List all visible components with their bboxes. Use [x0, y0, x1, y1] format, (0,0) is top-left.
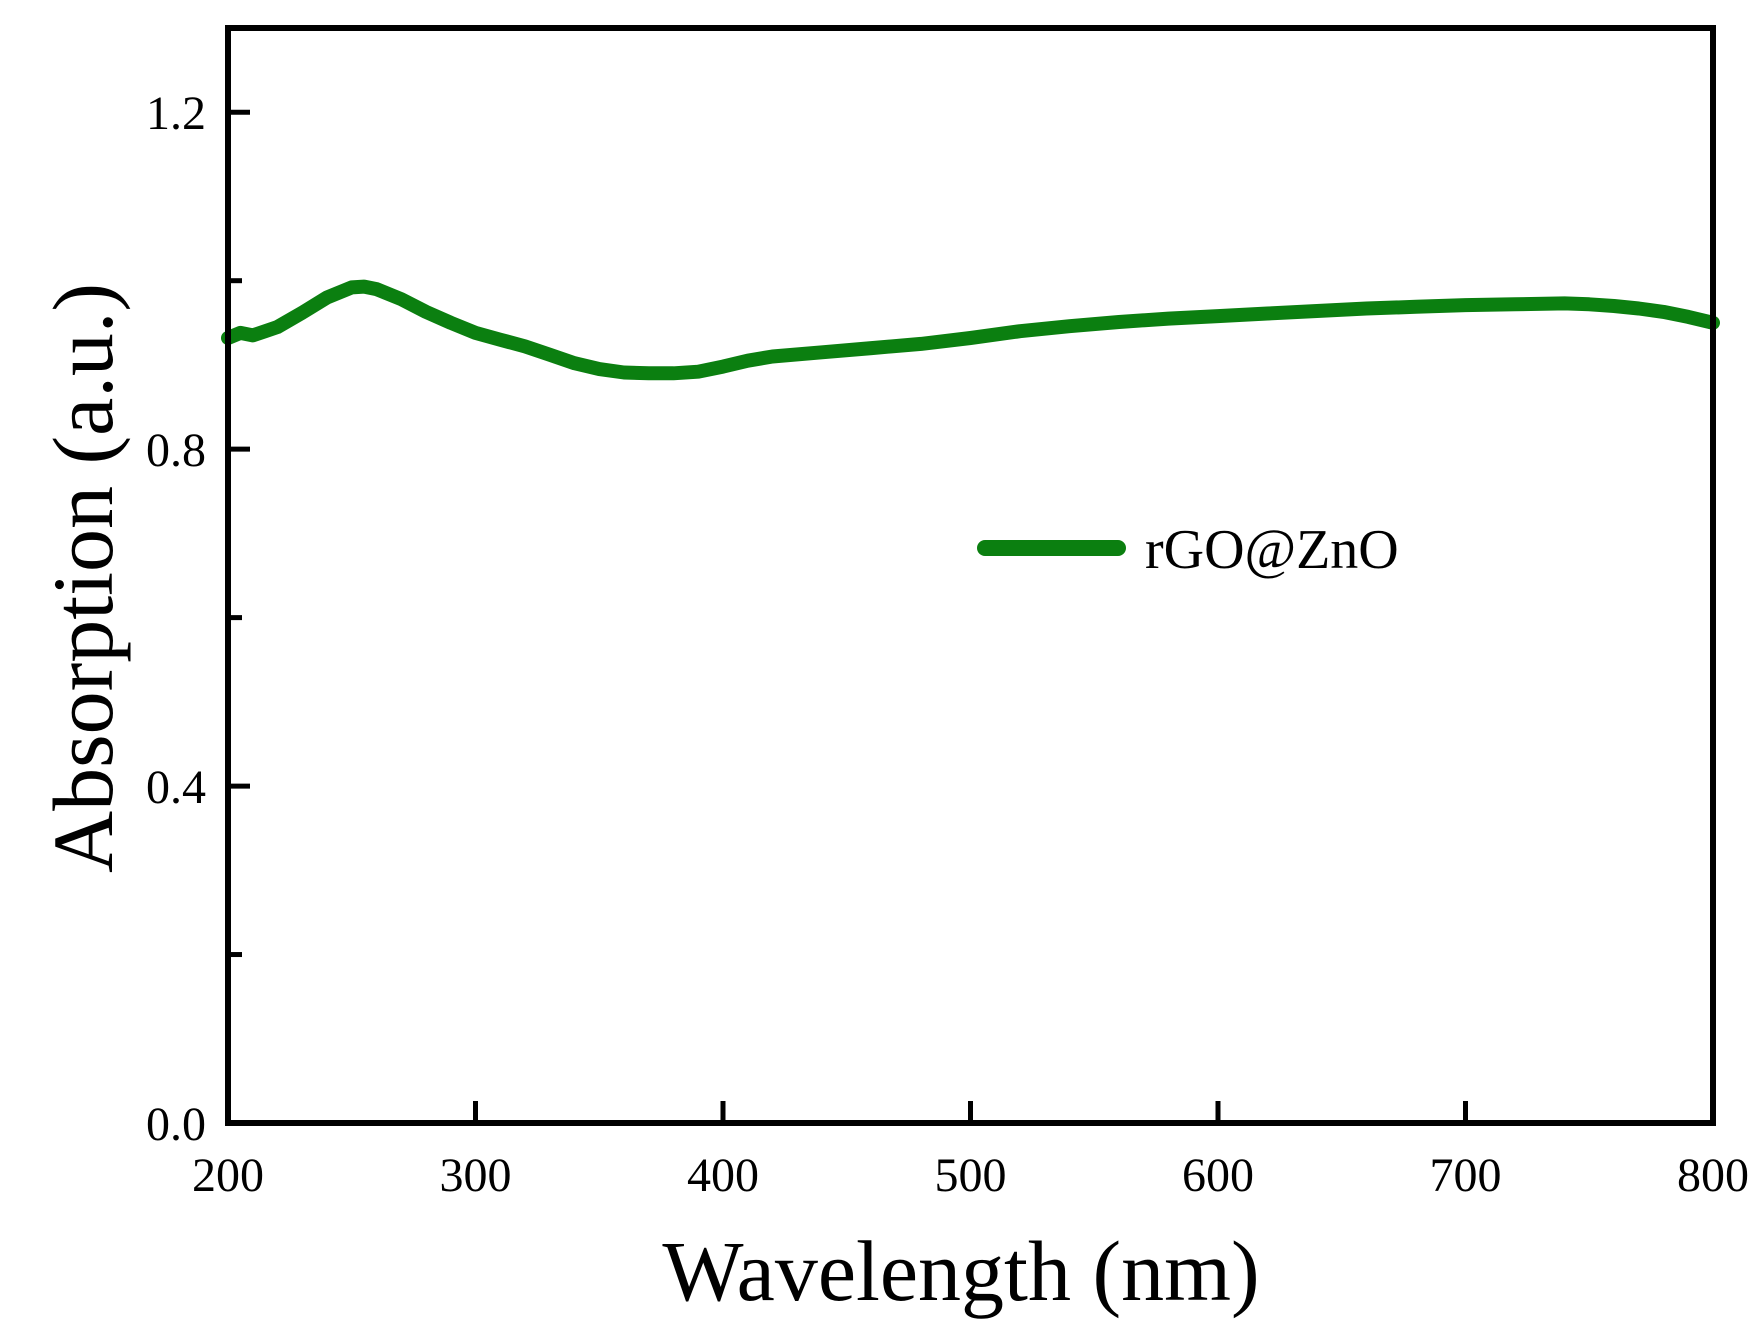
plot-frame [225, 25, 1716, 1126]
x-axis-ticks: 200 300 400 500 600 700 800 [192, 1101, 1749, 1202]
y-tick-label: 0.0 [146, 1098, 206, 1151]
x-tick-label: 700 [1430, 1149, 1502, 1202]
y-tick-label: 0.8 [146, 424, 206, 477]
x-tick-label: 300 [440, 1149, 512, 1202]
x-tick-label: 500 [935, 1149, 1007, 1202]
series-layer [221, 279, 1720, 381]
x-tick-label: 200 [192, 1149, 264, 1202]
y-tick-label: 1.2 [146, 87, 206, 140]
y-tick-label: 0.4 [146, 761, 206, 814]
legend: rGO@ZnO [977, 519, 1399, 581]
y-axis-title: Absorption (a.u.) [35, 283, 131, 873]
series-line-rGO-ZnO [221, 279, 1720, 381]
y-axis-ticks: 0.0 0.4 0.8 1.2 [146, 87, 250, 1151]
x-tick-label: 400 [687, 1149, 759, 1202]
legend-label-rGO-ZnO: rGO@ZnO [1145, 519, 1399, 581]
x-tick-label: 600 [1182, 1149, 1254, 1202]
x-tick-label: 800 [1677, 1149, 1749, 1202]
x-axis-title: Wavelength (nm) [662, 1223, 1259, 1319]
